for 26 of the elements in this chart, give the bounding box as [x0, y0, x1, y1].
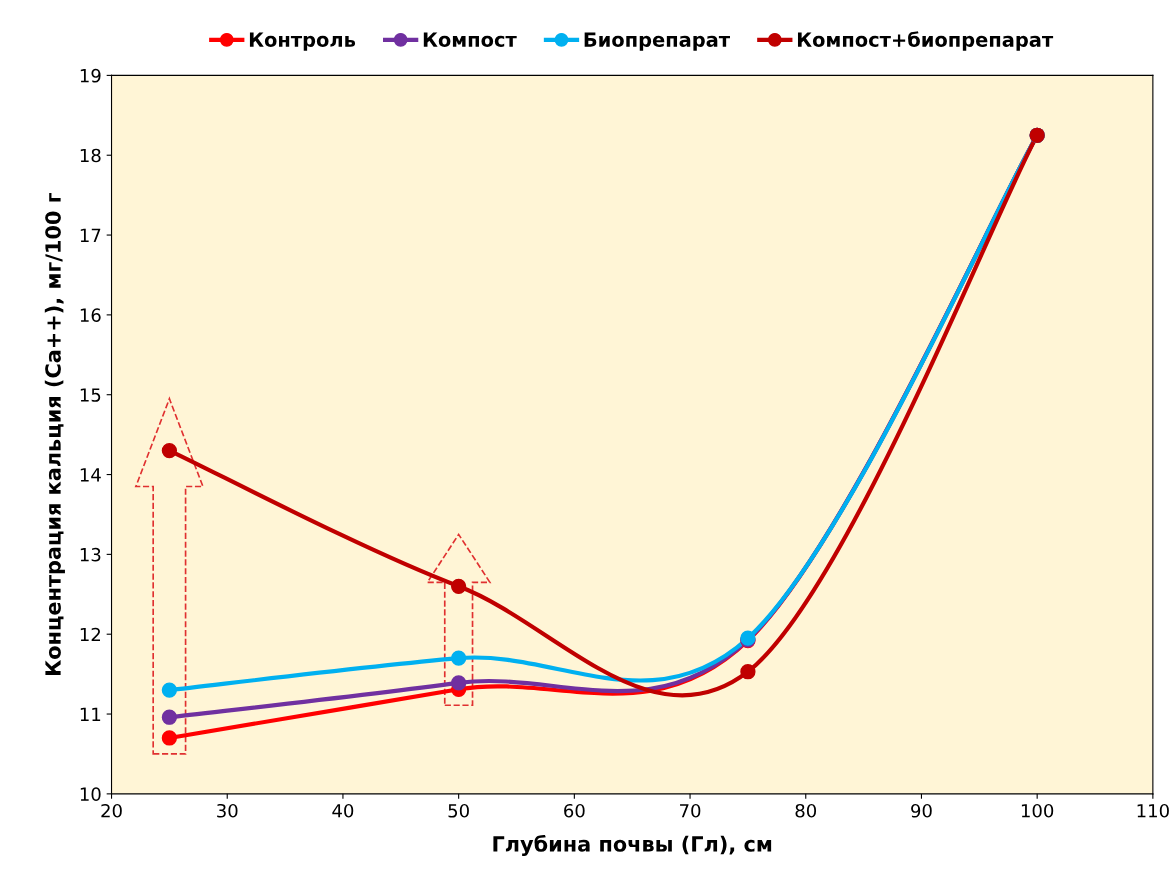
x-tick-label: 50	[448, 803, 469, 818]
x-axis-title: Глубина почвы (Гл), см	[493, 834, 772, 856]
legend-label: Биопрепарат	[584, 32, 730, 51]
y-tick-label: 17	[80, 228, 101, 242]
y-tick-label: 16	[80, 308, 101, 322]
x-tick-label: 70	[680, 803, 701, 818]
y-tick-label: 19	[80, 68, 101, 83]
y-tick-label: 10	[80, 787, 101, 801]
y-tick-label: 12	[80, 627, 100, 642]
y-tick-label: 11	[80, 707, 101, 721]
legend-label: Компост	[423, 32, 517, 47]
legend-label: Компост+биопрепарат	[797, 31, 1054, 51]
x-tick-label: 80	[795, 803, 817, 818]
x-tick-label: 40	[332, 803, 354, 818]
x-tick-label: 20	[101, 803, 122, 818]
y-axis-title: Концентрация кальция (Ca++), мг/100 г	[44, 192, 65, 675]
x-tick-label: 30	[217, 803, 238, 818]
y-tick-label: 18	[80, 148, 101, 163]
x-tick-label: 110	[1137, 803, 1169, 818]
y-tick-label: 15	[80, 388, 101, 402]
x-tick-label: 90	[911, 803, 932, 818]
y-tick-label: 14	[80, 468, 101, 482]
y-tick-label: 13	[80, 547, 101, 562]
x-tick-label: 60	[564, 803, 585, 818]
x-tick-label: 100	[1021, 803, 1054, 818]
legend-label: Контроль	[249, 32, 356, 51]
